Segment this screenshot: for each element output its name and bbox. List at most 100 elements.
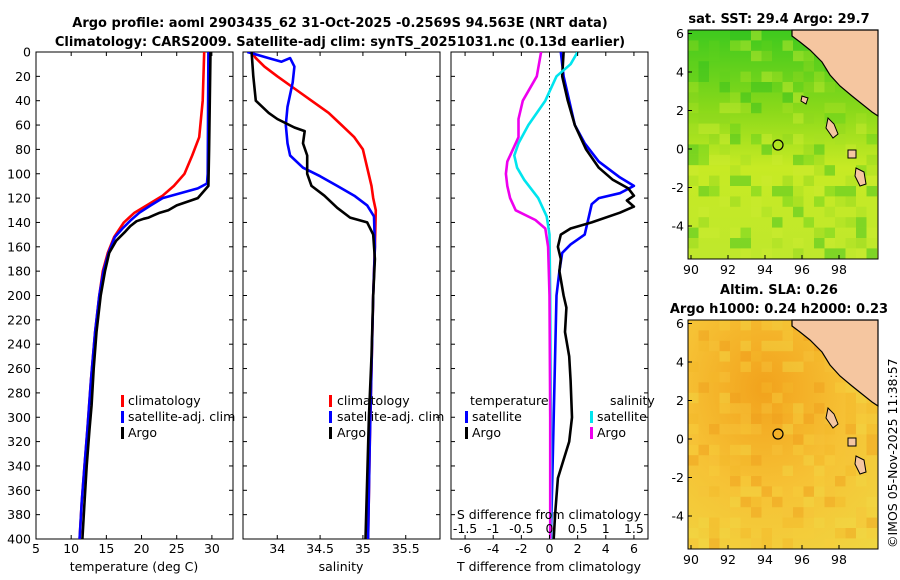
- sla-map-frame: [687, 319, 879, 550]
- map-cell: [709, 465, 720, 476]
- map-cell: [814, 61, 825, 72]
- map-cell: [803, 507, 814, 518]
- depth-tick-label: 360: [7, 483, 31, 498]
- salinity-axes-box: [242, 51, 441, 540]
- x-tick-label: -2: [515, 541, 527, 556]
- map-cell: [782, 465, 793, 476]
- map-cell: [803, 528, 814, 539]
- map-cell: [761, 403, 772, 414]
- map-cell: [761, 486, 772, 497]
- map-cell: [772, 186, 783, 197]
- map-cell: [782, 424, 793, 435]
- map-cell: [824, 486, 835, 497]
- legend-title-temperature: temperature: [470, 393, 549, 408]
- map-cell: [845, 455, 856, 466]
- map-cell: [740, 340, 751, 352]
- map-cell: [698, 123, 709, 134]
- map-cell: [803, 496, 814, 508]
- map-cell: [751, 186, 762, 197]
- map-cell: [761, 248, 772, 259]
- map-cell: [866, 496, 877, 508]
- map-cell: [866, 227, 877, 238]
- map-cell: [845, 424, 856, 435]
- map-cell: [793, 206, 804, 218]
- map-cell: [698, 227, 709, 238]
- map-cell: [761, 361, 772, 372]
- map-cell: [772, 71, 783, 82]
- legend-label-climatology: climatology: [128, 393, 201, 408]
- map-cell: [772, 444, 783, 456]
- map-cell: [740, 71, 751, 82]
- map-cell: [688, 392, 699, 404]
- lon-tick-label: 94: [757, 552, 773, 567]
- legend-label-satellite-adj: satellite-adj. clim: [337, 409, 444, 424]
- x-tick-label: 30: [204, 541, 220, 556]
- map-cell: [751, 351, 762, 362]
- map-cell: [740, 403, 751, 414]
- argo-float-marker: [772, 428, 784, 440]
- map-cell: [688, 165, 699, 176]
- map-cell: [835, 517, 846, 528]
- depth-tick-label: 120: [7, 191, 31, 206]
- temperature-axes-box: [35, 51, 234, 540]
- map-cell: [688, 455, 699, 466]
- map-cell: [698, 186, 709, 197]
- lon-tick-label: 96: [794, 552, 810, 567]
- map-cell: [730, 538, 741, 549]
- map-cell: [688, 102, 699, 114]
- map-cell: [845, 392, 856, 404]
- map-cell: [772, 238, 783, 249]
- lat-tick-label: 4: [676, 65, 684, 80]
- map-cell: [782, 186, 793, 197]
- map-cell: [688, 154, 699, 166]
- map-cell: [698, 330, 709, 341]
- map-cell: [751, 50, 762, 62]
- map-cell: [719, 403, 730, 414]
- map-cell: [740, 486, 751, 497]
- map-cell: [751, 486, 762, 497]
- map-cell: [709, 134, 720, 145]
- map-cell: [698, 486, 709, 497]
- map-cell: [845, 382, 856, 393]
- map-cell: [688, 528, 699, 539]
- legend-swatch-climatology: [329, 395, 332, 407]
- island-1: [825, 116, 839, 139]
- map-cell: [772, 320, 783, 331]
- map-cell: [856, 413, 867, 424]
- legend-swatch-temp-satellite: [465, 411, 468, 423]
- lon-tick-label: 92: [720, 552, 736, 567]
- x-tick-label: -4: [487, 541, 500, 556]
- map-cell: [761, 134, 772, 145]
- map-cell: [793, 134, 804, 145]
- map-cell: [751, 196, 762, 207]
- map-cell: [751, 476, 762, 487]
- map-cell: [688, 82, 699, 93]
- map-cell: [782, 340, 793, 352]
- map-cell: [761, 528, 772, 539]
- map-cell: [730, 92, 741, 103]
- map-cell: [688, 61, 699, 72]
- top-x-tick-label: -1.5: [453, 521, 477, 536]
- map-cell: [709, 154, 720, 166]
- map-cell: [835, 382, 846, 393]
- map-cell: [709, 113, 720, 124]
- map-cell: [782, 175, 793, 186]
- legend-label-climatology: climatology: [337, 393, 410, 408]
- map-cell: [835, 102, 846, 114]
- map-cell: [793, 154, 804, 166]
- map-cell: [824, 361, 835, 372]
- map-cell: [856, 517, 867, 528]
- map-cell: [719, 340, 730, 352]
- map-cell: [751, 102, 762, 114]
- map-cell: [814, 486, 825, 497]
- map-cell: [845, 196, 856, 207]
- map-cell: [814, 186, 825, 197]
- lon-tick-label: 98: [831, 262, 847, 277]
- map-cell: [698, 61, 709, 72]
- lat-tick-label: -4: [672, 219, 685, 234]
- series-line-climatology: [250, 52, 378, 539]
- map-cell: [803, 486, 814, 497]
- map-cell: [856, 424, 867, 435]
- difference-top-xlabel: S difference from climatology: [457, 507, 642, 522]
- depth-tick-label: 0: [23, 45, 31, 60]
